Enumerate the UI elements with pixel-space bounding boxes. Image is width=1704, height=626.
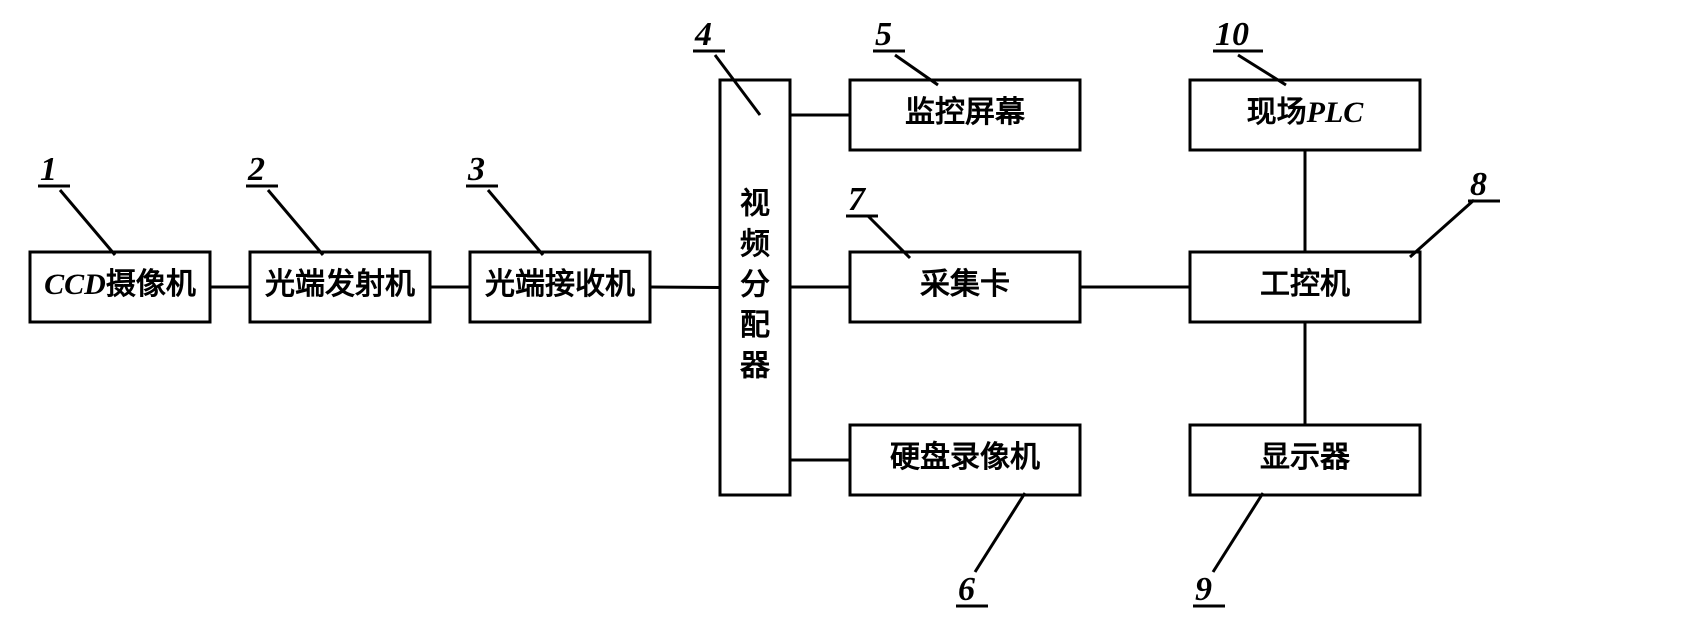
node-n9-text: 显示器: [1260, 441, 1351, 474]
node-n8-text: 工控机: [1260, 268, 1350, 301]
node-n8: 工控机: [1190, 252, 1420, 322]
node-n7-text: 采集卡: [920, 268, 1010, 301]
leader-n1: [60, 190, 115, 255]
node-n7: 采集卡: [850, 252, 1080, 322]
node-n4-text: 器: [739, 349, 771, 382]
node-n4: 视频分配器: [720, 80, 790, 495]
label-n4: 4: [694, 16, 712, 53]
node-n5: 监控屏幕: [850, 80, 1080, 150]
edge-n3-n4: [650, 287, 720, 288]
node-n5-text: 监控屏幕: [905, 96, 1026, 129]
label-n5: 5: [875, 16, 892, 53]
label-n7: 7: [848, 181, 867, 218]
label-n1: 1: [40, 151, 57, 188]
leader-n8: [1410, 200, 1474, 257]
label-n3: 3: [467, 151, 485, 188]
node-n3-text: 光端接收机: [485, 268, 635, 301]
label-n9: 9: [1195, 571, 1212, 608]
leader-n2: [268, 190, 323, 255]
node-n10-text: 现场PLC: [1247, 96, 1365, 129]
leader-n3: [488, 190, 543, 255]
node-n3: 光端接收机: [470, 252, 650, 322]
node-n10: 现场PLC: [1190, 80, 1420, 150]
node-n4-text: 视: [740, 187, 770, 220]
leader-n6: [975, 493, 1025, 572]
label-n2: 2: [247, 151, 265, 188]
label-n8: 8: [1470, 166, 1487, 203]
node-n6: 硬盘录像机: [850, 425, 1080, 495]
block-diagram: CCD摄像机 光端发射机 光端接收机 视频分配器 监控屏幕采集卡硬盘录像机 现场PLC 工控…: [0, 0, 1704, 626]
node-n2-text: 光端发射机: [265, 268, 415, 301]
node-n9: 显示器: [1190, 425, 1420, 495]
label-n6: 6: [958, 571, 975, 608]
node-n4-text: 配: [740, 309, 770, 342]
label-n10: 10: [1215, 16, 1249, 53]
node-n1-text: CCD摄像机: [44, 268, 196, 301]
leader-n9: [1213, 493, 1263, 572]
node-n6-text: 硬盘录像机: [890, 440, 1040, 474]
node-n4-text: 频: [740, 228, 770, 261]
node-n2: 光端发射机: [250, 252, 430, 322]
node-n4-text: 分: [740, 268, 770, 301]
node-n1: CCD摄像机: [30, 252, 210, 322]
